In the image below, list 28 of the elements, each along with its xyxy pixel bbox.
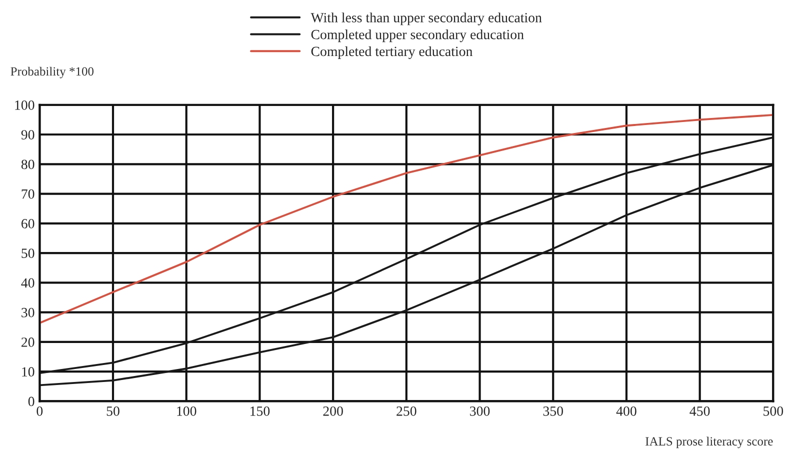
legend-label: Completed upper secondary education <box>311 29 524 42</box>
x-tick-label: 350 <box>543 406 564 416</box>
x-tick-label: 200 <box>323 406 343 416</box>
y-tick-label: 20 <box>22 338 34 347</box>
y-tick-label: 100 <box>15 100 34 110</box>
y-axis-title: Probability *100 <box>10 66 94 78</box>
x-tick-label: 400 <box>616 406 636 416</box>
legend-label: Completed tertiary education <box>311 46 473 59</box>
x-axis-title: IALS prose literacy score <box>646 436 773 448</box>
y-tick-label: 30 <box>22 308 34 318</box>
y-tick-label: 80 <box>21 160 34 170</box>
x-tick-label: 0 <box>36 406 43 416</box>
x-tick-label: 450 <box>690 406 710 416</box>
x-tick-label: 250 <box>396 406 416 416</box>
y-tick-label: 40 <box>21 278 34 288</box>
y-tick-label: 60 <box>21 218 34 228</box>
y-tick-label: 50 <box>22 248 34 258</box>
legend-label: With less than upper secondary education <box>310 12 542 26</box>
y-tick-label: 90 <box>21 130 34 140</box>
x-tick-label: 50 <box>106 406 120 416</box>
y-tick-label: 0 <box>28 396 34 406</box>
x-tick-label: 500 <box>764 406 784 416</box>
x-tick-label: 150 <box>250 406 270 416</box>
y-tick-label: 70 <box>22 189 34 199</box>
x-tick-label: 300 <box>470 406 490 416</box>
x-tick-label: 100 <box>177 406 196 416</box>
y-tick-label: 10 <box>22 367 34 377</box>
line-series <box>40 114 774 324</box>
